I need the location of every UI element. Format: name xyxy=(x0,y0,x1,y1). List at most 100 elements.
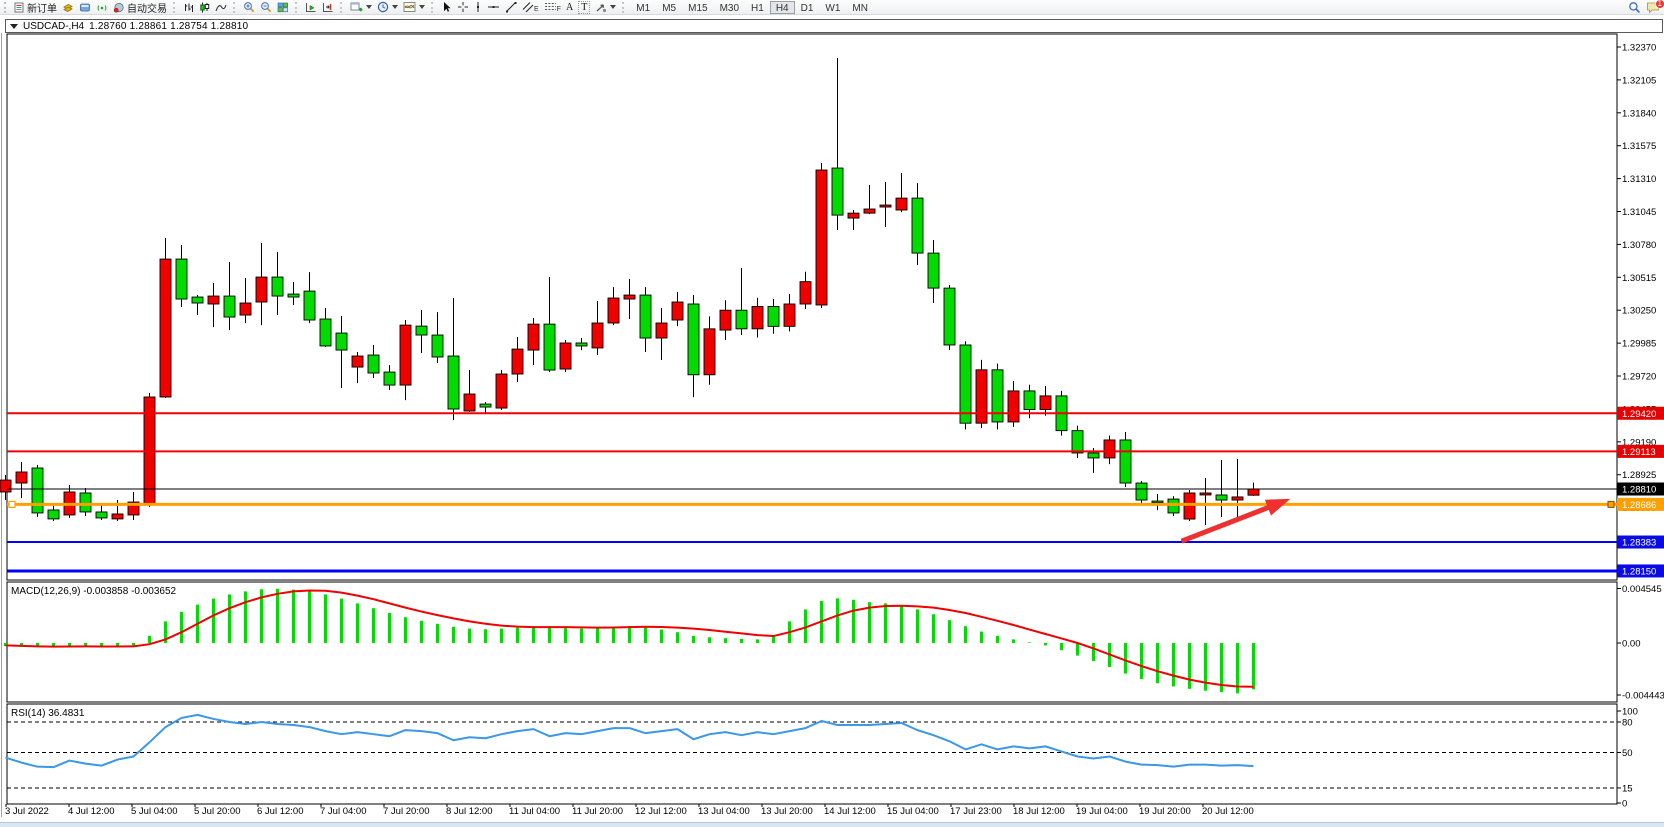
candle-body xyxy=(415,325,428,336)
candle-body xyxy=(79,492,92,513)
tile-windows-button[interactable] xyxy=(275,1,291,14)
candlestick-chart-button[interactable] xyxy=(197,1,212,14)
toolbar-separator xyxy=(622,1,626,13)
fibonacci-button[interactable]: F xyxy=(542,1,563,14)
autotrading-button[interactable]: 自动交易 xyxy=(111,1,169,15)
shapes-button[interactable] xyxy=(593,1,618,14)
toolbar-separator xyxy=(431,1,435,13)
price-badge-1.28686 xyxy=(1617,497,1664,511)
chart-ohlc-values: 1.28760 1.28861 1.28754 1.28810 xyxy=(89,20,249,32)
candle-body xyxy=(351,355,364,368)
crosshair-button[interactable] xyxy=(455,1,471,14)
price-badge-1.29113 xyxy=(1617,444,1664,458)
text-label-button[interactable]: T xyxy=(576,0,592,14)
vertical-line-button[interactable] xyxy=(472,1,484,14)
rsi-panel[interactable] xyxy=(6,703,1618,805)
horizontal-line-button[interactable] xyxy=(485,1,502,14)
annotation-arrow-shaft[interactable] xyxy=(1180,501,1279,544)
macd-panel[interactable] xyxy=(6,581,1618,703)
chart-title-bar: USDCAD-,H4 1.28760 1.28861 1.28754 1.288… xyxy=(5,19,1663,33)
macd-axis-label: -0.004443 xyxy=(1622,691,1664,702)
timeframe-button-MN[interactable]: MN xyxy=(846,1,874,14)
candle-body xyxy=(367,354,380,374)
price-badge-label: 1.29113 xyxy=(1622,447,1656,458)
candle-body xyxy=(335,332,348,351)
candle-body xyxy=(1023,390,1036,410)
signal-button[interactable] xyxy=(94,1,110,14)
zoom-in-button[interactable] xyxy=(241,1,257,14)
hline-handle-left[interactable] xyxy=(8,500,16,508)
fibonacci-icon xyxy=(544,1,557,13)
cursor-button[interactable] xyxy=(439,1,454,14)
price-tick-label: 1.28925 xyxy=(1622,470,1656,481)
price-tick-label: 1.29720 xyxy=(1622,372,1656,383)
candle-body xyxy=(543,323,556,371)
candle-body xyxy=(799,281,812,305)
new-chart-button[interactable] xyxy=(348,1,374,14)
market-watch-icon xyxy=(79,2,91,13)
candle-body xyxy=(271,276,284,297)
macd-indicator-label: MACD(12,26,9) -0.003858 -0.003652 xyxy=(11,586,177,597)
timeframe-button-M15[interactable]: M15 xyxy=(682,1,713,14)
auto-scroll-button[interactable] xyxy=(303,1,319,14)
candlestick-chart-icon xyxy=(199,2,210,13)
rsi-axis-label: 15 xyxy=(1622,783,1633,794)
candle-body xyxy=(223,295,236,318)
equidistant-channel-button[interactable]: E xyxy=(520,1,541,14)
new-order-button[interactable]: 新订单 xyxy=(12,1,59,15)
price-tick-label: 1.32105 xyxy=(1622,75,1656,86)
notifications-button[interactable]: 1 xyxy=(1644,0,1664,14)
candle-body xyxy=(1119,439,1132,484)
candle-body xyxy=(399,324,412,386)
periods-button[interactable] xyxy=(375,1,400,14)
vertical-line-icon xyxy=(474,1,482,13)
rsi-axis-label: 100 xyxy=(1622,707,1638,718)
candle-body xyxy=(655,322,668,339)
candle-body xyxy=(95,511,108,519)
timeframe-button-W1[interactable]: W1 xyxy=(819,1,846,14)
time-axis-label: 11 Jul 04:00 xyxy=(509,806,560,817)
line-chart-button[interactable] xyxy=(213,1,229,14)
chart-canvas[interactable]: 1.32370 1.32105 1.31840 1.31575 1.31310 1.310… xyxy=(0,33,1664,817)
text-button[interactable]: A xyxy=(564,1,575,14)
trendline-button[interactable] xyxy=(503,1,519,14)
zoom-out-button[interactable] xyxy=(258,1,274,14)
autotrading-label: 自动交易 xyxy=(127,3,167,15)
time-axis-label: 19 Jul 20:00 xyxy=(1139,806,1191,817)
market-watch-button[interactable] xyxy=(77,1,93,14)
candle-body xyxy=(287,293,300,298)
candle-body xyxy=(463,393,476,412)
timeframe-button-M30[interactable]: M30 xyxy=(714,1,745,14)
price-badge-label: 1.29420 xyxy=(1622,409,1656,420)
price-badge-1.28383 xyxy=(1617,535,1664,549)
templates-button[interactable] xyxy=(401,1,427,14)
timeframe-button-D1[interactable]: D1 xyxy=(795,1,820,14)
candle-body xyxy=(687,303,700,376)
zoom-out-icon xyxy=(260,1,272,13)
chart-shift-button[interactable] xyxy=(320,1,336,14)
price-tick-label: 1.29985 xyxy=(1622,339,1656,350)
candle-body xyxy=(735,309,748,330)
chart-symbol-title: USDCAD-,H4 xyxy=(23,20,85,32)
candle-body xyxy=(911,197,924,254)
search-icon xyxy=(1628,1,1641,14)
profiles-button[interactable] xyxy=(60,1,76,14)
candle-body xyxy=(319,318,332,347)
search-button[interactable] xyxy=(1626,1,1643,14)
timeframe-button-H4[interactable]: H4 xyxy=(769,0,795,14)
chart-menu-caret-icon[interactable] xyxy=(10,23,18,29)
timeframe-button-H1[interactable]: H1 xyxy=(745,1,770,14)
rsi-axis-label: 80 xyxy=(1622,718,1633,729)
equidistant-channel-icon xyxy=(522,1,534,13)
bar-chart-button[interactable] xyxy=(181,1,196,14)
candle-body xyxy=(111,513,124,520)
price-tick-label: 1.31310 xyxy=(1622,174,1656,185)
rsi-axis-label: 0 xyxy=(1622,799,1627,810)
candle-body xyxy=(943,287,956,346)
new-order-icon xyxy=(14,2,25,13)
price-badge-label: 1.28150 xyxy=(1622,566,1656,577)
timeframe-button-M1[interactable]: M1 xyxy=(630,1,656,14)
timeframe-button-M5[interactable]: M5 xyxy=(656,1,682,14)
annotation-arrow-head[interactable] xyxy=(1264,498,1291,516)
hline-handle-right[interactable] xyxy=(1607,500,1615,508)
